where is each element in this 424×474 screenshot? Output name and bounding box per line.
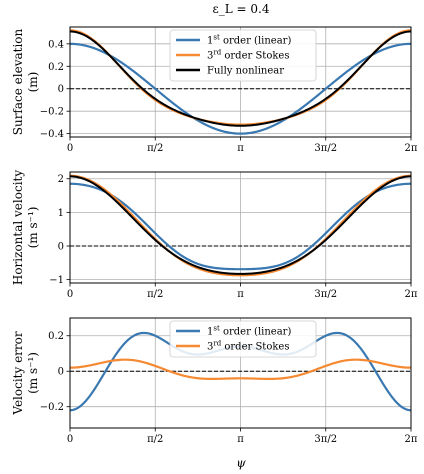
figure-title: ε_L = 0.4 [213,2,270,16]
y-axis-label: Surface elevation(m) [11,28,40,135]
x-tick-label: 3π/2 [314,289,337,300]
legend-label-stokes: 3rd order Stokes [207,340,289,353]
series-line-stokes [70,358,411,381]
y-tick-label: 0 [58,84,64,95]
x-tick-label: 2π [405,289,418,300]
y-tick-label: 0.2 [48,62,64,73]
series-line-nonlinear [70,30,411,127]
y-tick-label: 0 [58,367,64,378]
legend-label-linear: 1st order (linear) [207,325,291,338]
y-tick-label: −1 [49,275,64,286]
x-tick-label: 2π [405,434,418,445]
series-line-stokes [70,174,411,277]
legend-label-linear: 1st order (linear) [207,34,291,47]
legend-box [169,320,317,358]
legend-label-nonlinear: Fully nonlinear [207,66,284,77]
x-tick-label: 3π/2 [314,434,337,445]
y-tick-label: −0.2 [40,107,64,118]
x-tick-label: 0 [67,434,73,445]
x-tick-label: π/2 [147,289,163,300]
x-tick-label: π [237,143,244,154]
legend-label-stokes: 3rd order Stokes [207,49,289,62]
x-tick-label: π [237,289,244,300]
y-tick-label: 1 [58,208,64,219]
y-tick-label: −0.2 [40,402,64,413]
series-line-linear [70,42,411,135]
y-tick-label: 0.2 [48,331,64,342]
y-tick-label: 0 [58,242,64,253]
x-tick-label: 0 [67,289,73,300]
x-tick-label: π/2 [147,434,163,445]
x-tick-label: 0 [67,143,73,154]
y-tick-label: 2 [58,174,64,185]
x-tick-label: 3π/2 [314,143,337,154]
y-axis-label: Velocity error(m s⁻¹) [11,331,40,416]
series-line-nonlinear [70,175,411,275]
series-line-linear [70,182,411,271]
y-axis-label: Horizontal velocity(m s⁻¹) [11,170,40,285]
x-tick-label: π [237,434,244,445]
y-tick-label: 0.4 [48,39,64,50]
x-tick-label: π/2 [147,143,163,154]
x-tick-label: 2π [405,143,418,154]
x-axis-label: ψ [236,456,246,470]
legend-box [169,29,317,82]
y-tick-label: −0.4 [40,129,64,140]
